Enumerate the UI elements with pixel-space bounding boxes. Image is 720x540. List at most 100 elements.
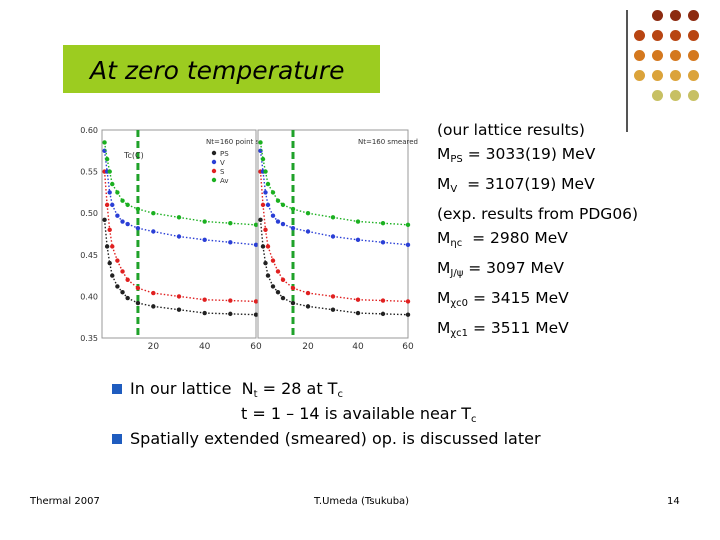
series-line-S <box>292 287 309 294</box>
experimental-results: (exp. results from PDG06) Mηc = 2980 MeV… <box>437 202 638 346</box>
decor-dot <box>670 50 681 61</box>
y-tick-label: 0.50 <box>80 209 98 218</box>
panel-note: Nt=160 point src <box>206 138 266 146</box>
legend-marker <box>211 177 217 183</box>
series-line-V <box>307 230 334 238</box>
experiment-heading: (exp. results from PDG06) <box>437 205 639 223</box>
decor-dot <box>652 10 663 21</box>
plot-panel-frame <box>257 129 409 339</box>
series-line-PS <box>230 313 257 316</box>
series-line-Av <box>307 212 334 219</box>
series-line-S <box>106 204 111 230</box>
result-line: MPS = 3033(19) MeV <box>437 142 595 172</box>
series-line-S <box>262 204 267 230</box>
x-tick-label: 60 <box>402 342 414 350</box>
series-line-S <box>137 287 154 294</box>
data-point-Av <box>260 156 266 162</box>
mass-subscript: χc1 <box>450 328 469 339</box>
x-tick-label: 40 <box>199 342 211 350</box>
plot-panel-frame <box>101 129 257 339</box>
series-line-Av <box>264 171 269 185</box>
data-point-S <box>107 227 112 233</box>
mass-symbol: M <box>437 175 451 193</box>
data-point-Av <box>110 181 115 187</box>
mass-value: = 3033(19) MeV <box>462 145 596 163</box>
series-line-S <box>121 271 129 281</box>
series-line-V <box>122 220 128 225</box>
data-point-V <box>405 242 411 248</box>
decor-dot <box>688 30 699 41</box>
data-point-Av <box>104 156 110 162</box>
series-line-PS <box>106 246 111 264</box>
series-line-S <box>382 299 409 303</box>
x-tick-label: 20 <box>302 342 314 350</box>
footer-center: T.Umeda (Tsukuba) <box>314 496 410 507</box>
series-line-S <box>357 299 384 302</box>
lattice-results: (our lattice results) MPS = 3033(19) MeV… <box>437 118 595 202</box>
y-tick-label: 0.40 <box>80 292 98 301</box>
series-line-PS <box>382 313 409 316</box>
series-line-V <box>332 235 359 241</box>
mass-symbol: M <box>437 289 451 307</box>
decor-dot <box>688 70 699 81</box>
series-line-PS <box>277 291 284 299</box>
series-line-Av <box>122 200 129 206</box>
series-line-PS <box>153 305 180 311</box>
page-number: 14 <box>667 496 680 507</box>
series-line-S <box>307 292 334 298</box>
y-tick-label: 0.45 <box>80 251 98 260</box>
mass-subscript: J/ψ <box>450 268 464 279</box>
decorative-divider <box>626 10 628 132</box>
decor-dot <box>634 70 645 81</box>
result-line: MV = 3107(19) MeV <box>437 172 595 202</box>
series-line-Av <box>109 171 113 185</box>
tc-label: Tc(C) <box>123 151 144 160</box>
series-line-PS <box>292 302 309 308</box>
series-line-V <box>204 239 231 244</box>
series-line-S <box>204 299 231 302</box>
series-line-Av <box>259 142 264 160</box>
legend-marker <box>211 150 217 156</box>
series-line-V <box>109 192 113 206</box>
legend-marker <box>211 168 217 174</box>
x-tick-label: 60 <box>250 342 262 350</box>
series-line-Av <box>277 200 284 206</box>
series-line-PS <box>178 309 205 314</box>
data-point-PS <box>107 260 112 266</box>
mass-value: = 3097 MeV <box>463 259 565 277</box>
bullet-text: t = 1 – 14 is available near Tc <box>241 404 477 425</box>
mass-symbol: M <box>437 229 451 247</box>
series-line-Av <box>106 158 111 172</box>
legend-label: S <box>220 168 225 176</box>
legend-marker <box>211 159 217 165</box>
series-line-V <box>137 227 154 233</box>
result-line: Mηc = 2980 MeV <box>437 226 638 256</box>
series-line-PS <box>307 305 334 311</box>
legend-label: PS <box>220 150 229 158</box>
decor-dot <box>652 90 663 101</box>
correlator-plot: 20 40 60 Nt=160 point src 20 40 60 Nt=160 smear… <box>80 126 418 350</box>
series-line-S <box>264 229 269 247</box>
result-line: Mχc0 = 3415 MeV <box>437 286 638 316</box>
mass-value: = 2980 MeV <box>462 229 568 247</box>
series-line-PS <box>137 302 154 308</box>
series-line-Av <box>178 216 205 223</box>
series-line-Av <box>292 208 309 214</box>
y-tick-label: 0.35 <box>80 334 98 343</box>
series-line-Av <box>137 208 154 214</box>
mass-symbol: M <box>437 319 451 337</box>
slide-title: At zero temperature <box>90 56 345 85</box>
series-line-PS <box>357 312 384 315</box>
series-line-Av <box>262 158 267 172</box>
series-line-PS <box>204 312 231 315</box>
bullet-square-icon <box>112 434 122 444</box>
y-tick-label: 0.60 <box>80 126 98 135</box>
series-line-V <box>357 239 384 244</box>
series-line-S <box>111 246 119 261</box>
series-line-V <box>272 215 279 222</box>
mass-subscript: χc0 <box>450 298 469 309</box>
decor-dot <box>670 10 681 21</box>
mass-value: = 3107(19) MeV <box>457 175 595 193</box>
decor-dot <box>670 70 681 81</box>
series-line-PS <box>332 309 359 314</box>
